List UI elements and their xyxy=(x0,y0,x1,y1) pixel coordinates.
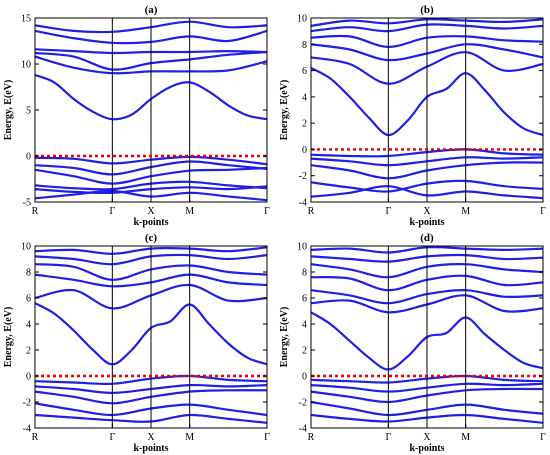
y-axis-label: Energy, E(eV) xyxy=(279,80,290,141)
x-axis-label: k-points xyxy=(409,217,444,228)
x-axis-label: k-points xyxy=(133,443,168,454)
y-tick-label: 2 xyxy=(26,346,31,357)
y-tick-label: 0 xyxy=(302,372,307,383)
x-axis-label: k-points xyxy=(409,443,444,454)
y-tick-label: 6 xyxy=(302,66,307,77)
x-axis-label: k-points xyxy=(133,217,168,228)
y-tick-label: 8 xyxy=(302,268,307,279)
kpoint-label: X xyxy=(147,432,155,443)
y-tick-label: 4 xyxy=(302,320,307,331)
y-tick-label: 2 xyxy=(302,346,307,357)
kpoint-label: Γ xyxy=(109,432,115,443)
kpoint-label: R xyxy=(308,432,315,443)
y-tick-label: 2 xyxy=(302,119,307,130)
y-tick-label: 0 xyxy=(26,152,31,163)
y-tick-label: 10 xyxy=(297,14,307,25)
kpoint-label: X xyxy=(147,206,155,217)
y-tick-label: 6 xyxy=(26,294,31,305)
panel-title: (d) xyxy=(420,232,434,244)
y-tick-label: 0 xyxy=(302,145,307,156)
kpoint-label: Γ xyxy=(264,206,270,217)
y-tick-label: 8 xyxy=(26,268,31,279)
panel-title: (a) xyxy=(145,4,158,16)
y-tick-label: -4 xyxy=(299,424,307,435)
y-tick-label: -4 xyxy=(23,424,31,435)
kpoint-label: Γ xyxy=(540,206,546,217)
kpoint-label: R xyxy=(32,432,39,443)
kpoint-label: M xyxy=(185,206,194,217)
y-tick-label: -5 xyxy=(23,198,31,209)
kpoint-label: M xyxy=(461,206,470,217)
y-tick-label: -2 xyxy=(23,398,31,409)
kpoint-label: X xyxy=(423,206,431,217)
kpoint-label: Γ xyxy=(109,206,115,217)
y-tick-label: 0 xyxy=(26,372,31,383)
y-axis-label: Energy, E(eV) xyxy=(3,80,14,141)
panel-d: -4 -2 0 2 4 6 8 10 R Γ X M Γk-points Energy, E(eV) (d) xyxy=(279,232,546,454)
kpoint-label: M xyxy=(185,432,194,443)
y-tick-label: 10 xyxy=(21,242,31,253)
kpoint-label: R xyxy=(308,206,315,217)
y-axis-label: Energy, E(eV) xyxy=(279,307,290,368)
y-tick-label: -2 xyxy=(299,171,307,182)
y-tick-label: 10 xyxy=(297,242,307,253)
y-tick-label: 4 xyxy=(302,92,307,103)
y-tick-label: 5 xyxy=(26,106,31,117)
panel-b: -4 -2 0 2 4 6 8 10 R Γ X M Γk-points Energy, E(eV) (b) xyxy=(279,4,546,228)
kpoint-label: Γ xyxy=(264,432,270,443)
y-tick-label: 4 xyxy=(26,320,31,331)
y-axis-label: Energy, E(eV) xyxy=(3,307,14,368)
y-tick-label: 10 xyxy=(21,60,31,71)
panel-c: -4 -2 0 2 4 6 8 10 R Γ X M Γk-points Energy, E(eV) (c) xyxy=(3,232,270,454)
y-tick-label: -4 xyxy=(299,198,307,209)
kpoint-label: X xyxy=(423,432,431,443)
y-tick-label: 6 xyxy=(302,294,307,305)
y-tick-label: 15 xyxy=(21,14,31,25)
kpoint-label: Γ xyxy=(385,432,391,443)
y-tick-label: -2 xyxy=(299,398,307,409)
kpoint-label: R xyxy=(32,206,39,217)
panel-a: -5 0 5 10 15 R Γ X M Γk-points Energy, E(eV) (a) xyxy=(3,4,270,228)
kpoint-label: Γ xyxy=(385,206,391,217)
kpoint-label: Γ xyxy=(540,432,546,443)
panel-title: (c) xyxy=(145,232,158,244)
y-tick-label: 8 xyxy=(302,40,307,51)
kpoint-label: M xyxy=(461,432,470,443)
panel-title: (b) xyxy=(420,4,434,16)
